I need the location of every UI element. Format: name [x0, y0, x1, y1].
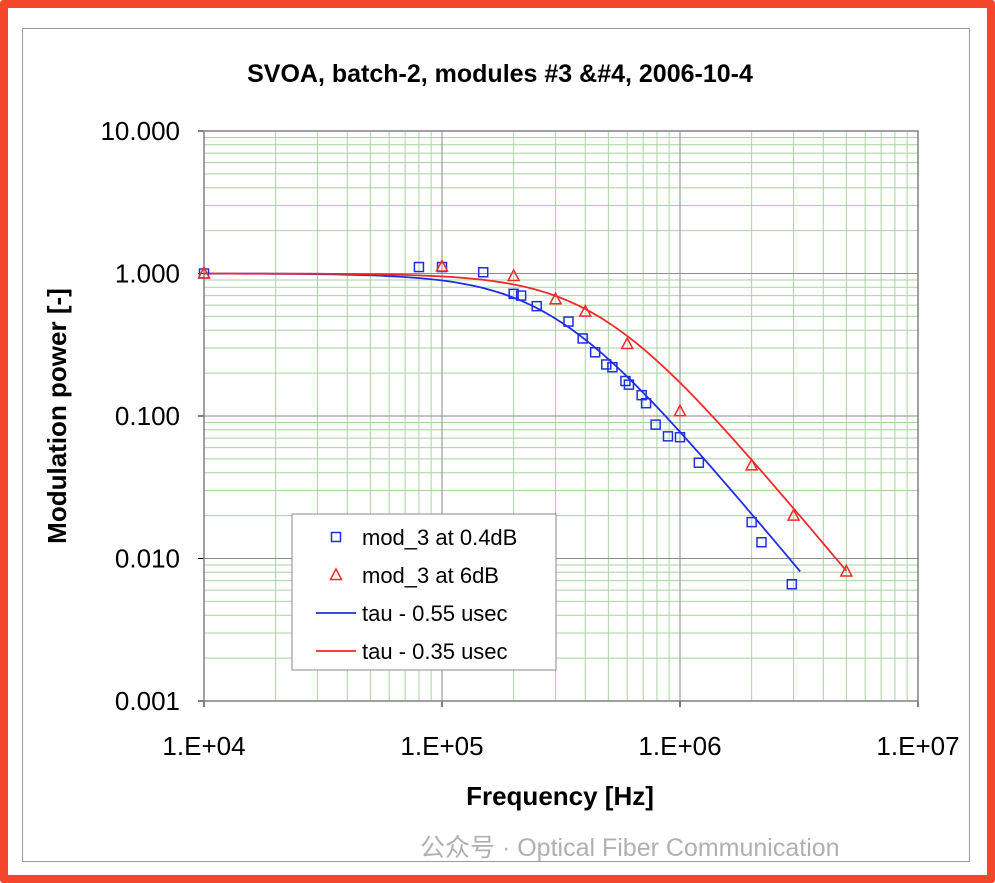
data-point-triangle: [839, 563, 854, 577]
chart-title: SVOA, batch-2, modules #3 &#4, 2006-10-4: [247, 60, 753, 88]
data-point-square: [413, 261, 425, 273]
y-tick-label: 1.000: [115, 259, 180, 289]
data-point-triangle: [506, 268, 521, 282]
data-point-triangle: [673, 403, 687, 417]
data-point-square: [674, 431, 686, 443]
legend-entry: mod_3 at 6dB: [362, 563, 499, 588]
x-tick-label: 1.E+05: [400, 731, 483, 761]
data-point-triangle: [744, 457, 759, 471]
data-point-triangle: [435, 258, 449, 272]
data-point-triangle: [786, 507, 801, 521]
data-point-square: [563, 316, 574, 327]
legend-box: [291, 513, 557, 671]
data-point-square: [640, 397, 652, 409]
x-axis-label: Frequency [Hz]: [466, 781, 654, 811]
y-tick-label: 0.001: [115, 686, 180, 716]
data-point-square: [477, 267, 489, 278]
data-point-square: [508, 288, 519, 300]
y-axis-label: Modulation power [-]: [42, 288, 72, 544]
data-point-square: [662, 431, 674, 442]
data-point-square: [601, 359, 612, 370]
watermark: 公众号 · Optical Fiber Communication: [420, 834, 840, 862]
x-tick-label: 1.E+04: [162, 731, 245, 761]
data-point-triangle: [620, 336, 634, 350]
data-point-square: [756, 537, 767, 548]
data-point-square: [650, 419, 661, 430]
plot-border: [203, 130, 919, 702]
legend-swatch-triangle: [329, 567, 343, 581]
x-tick-label: 1.E+07: [876, 731, 959, 761]
series-line-tau-0-35-usec: [204, 272, 848, 572]
legend-entry: tau - 0.55 usec: [362, 601, 508, 626]
y-tick-label: 0.100: [115, 401, 180, 431]
legend-entry: tau - 0.35 usec: [362, 639, 508, 664]
legend-swatch-square: [330, 531, 342, 543]
data-point-triangle: [197, 265, 211, 279]
chart-area: [22, 28, 970, 862]
data-point-square: [589, 347, 601, 358]
data-point-square: [531, 300, 542, 312]
data-point-square: [746, 516, 757, 528]
y-tick-label: 10.000: [100, 116, 180, 146]
data-point-square: [620, 375, 631, 387]
data-point-triangle: [578, 304, 593, 317]
data-point-square: [786, 578, 798, 590]
data-point-square: [577, 333, 588, 344]
data-point-triangle: [548, 291, 563, 305]
data-point-square: [515, 290, 527, 301]
data-point-square: [607, 361, 618, 373]
data-point-square: [693, 457, 705, 468]
data-point-square: [623, 379, 635, 390]
y-tick-label: 0.010: [115, 544, 180, 574]
x-tick-label: 1.E+06: [638, 731, 721, 761]
legend-entry: mod_3 at 0.4dB: [362, 525, 517, 550]
